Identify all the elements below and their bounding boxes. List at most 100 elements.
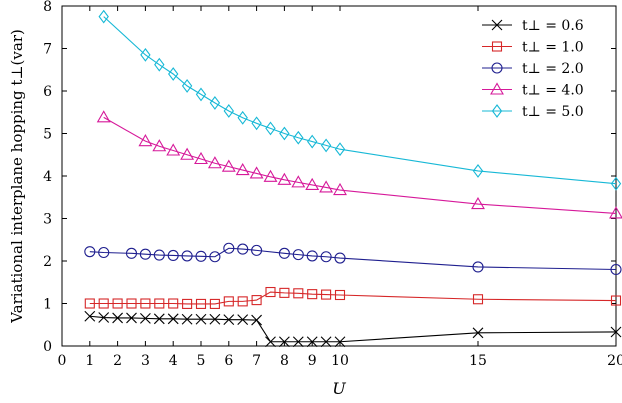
y-tick-label: 1 (43, 297, 52, 313)
data-point-stroke-b (334, 336, 346, 348)
data-point-stroke-b (610, 326, 622, 338)
data-point (334, 252, 346, 264)
data-point (125, 247, 138, 259)
legend-label: t⊥ = 4.0 (522, 83, 584, 99)
data-point (334, 142, 346, 157)
data-point-stroke-b (292, 336, 304, 348)
data-point-shape (223, 296, 234, 307)
series-0 (84, 310, 622, 348)
data-point-shape (610, 176, 622, 191)
legend-label: t⊥ = 1.0 (522, 40, 584, 56)
data-point (153, 313, 165, 325)
data-point (195, 313, 207, 325)
data-point (307, 134, 318, 149)
data-point (138, 134, 153, 147)
series-line (89, 315, 617, 343)
data-point (154, 57, 165, 72)
data-point (96, 110, 111, 123)
data-point (84, 246, 96, 258)
data-point (306, 250, 318, 262)
series-line (89, 247, 617, 271)
data-point (237, 314, 249, 326)
data-point-stroke-b (472, 327, 484, 339)
x-tick-label: 0 (58, 353, 67, 369)
data-point-shape (471, 196, 485, 210)
legend-marker-stroke-b (491, 19, 503, 31)
data-point-shape (209, 298, 220, 309)
data-point-shape (277, 172, 292, 185)
data-point-shape (251, 244, 263, 256)
data-point-shape (221, 159, 236, 172)
data-point (472, 261, 484, 273)
data-point-shape (153, 249, 165, 261)
legend-marker-shape (491, 62, 503, 74)
data-point-shape (251, 295, 262, 306)
data-point-shape (138, 134, 153, 147)
data-point (610, 176, 622, 191)
x-tick-label: 15 (469, 353, 487, 369)
legend-marker (491, 62, 503, 74)
data-point (320, 251, 332, 263)
data-point (180, 147, 195, 160)
data-point-shape (321, 289, 332, 300)
data-point-shape (166, 143, 181, 156)
data-point (223, 314, 235, 326)
data-point-shape (181, 78, 193, 93)
data-point-shape (237, 296, 248, 307)
data-point (472, 294, 484, 305)
data-point (610, 295, 622, 306)
data-point (181, 313, 193, 325)
data-point-stroke-b (140, 312, 151, 324)
data-point (334, 289, 346, 301)
data-point (610, 263, 622, 276)
y-tick-label: 8 (43, 0, 52, 15)
data-point (98, 246, 110, 259)
data-point (265, 121, 276, 136)
data-point (112, 298, 123, 309)
data-point-shape (307, 134, 318, 149)
data-point (307, 289, 318, 300)
data-point-shape (237, 243, 249, 255)
data-point-shape (180, 147, 195, 160)
data-point-shape (194, 151, 208, 165)
data-point (320, 336, 332, 348)
data-point (209, 313, 221, 325)
data-point-shape (320, 251, 332, 263)
legend-marker (491, 41, 503, 52)
data-point (251, 116, 262, 131)
data-point-shape (168, 298, 179, 309)
data-point (168, 298, 179, 309)
data-point (277, 172, 292, 185)
data-point-shape (334, 252, 346, 264)
data-point (293, 130, 304, 145)
data-point-shape (320, 138, 332, 153)
data-point (182, 298, 193, 309)
data-point-shape (98, 246, 110, 259)
data-point (166, 143, 181, 156)
legend-marker-shape (491, 104, 503, 118)
data-point (140, 298, 151, 309)
data-point-shape (319, 180, 334, 193)
series-1 (84, 286, 622, 309)
data-point (209, 251, 221, 263)
data-point (251, 295, 262, 306)
data-point-shape (472, 294, 484, 305)
data-point (278, 247, 290, 259)
series-3 (96, 110, 622, 219)
data-point-shape (154, 298, 165, 309)
legend-marker-shape (490, 82, 504, 95)
data-point (223, 104, 234, 118)
legend-marker (491, 104, 503, 118)
x-tick-label: 9 (308, 353, 317, 369)
data-point-shape (265, 121, 276, 136)
x-tick-label: 5 (197, 353, 206, 369)
data-point (98, 9, 109, 24)
y-tick-label: 7 (43, 42, 52, 58)
data-point (84, 310, 96, 322)
y-axis-title: Variational interplane hopping t⊥(var) (8, 29, 26, 324)
data-point-shape (291, 175, 306, 188)
data-point-shape (152, 139, 167, 152)
data-point (279, 336, 290, 348)
data-point-shape (279, 126, 290, 141)
data-point-shape (307, 289, 318, 300)
